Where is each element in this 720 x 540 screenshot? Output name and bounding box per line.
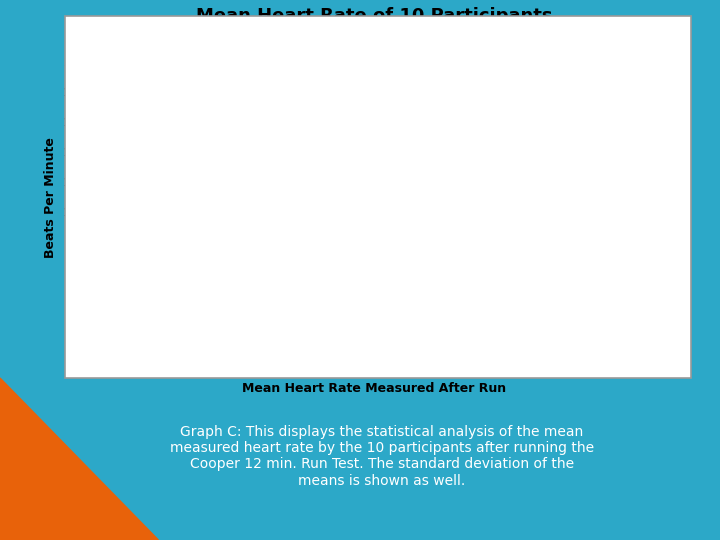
Text: Graph C: This displays the statistical analysis of the mean
measured heart rate : Graph C: This displays the statistical a… <box>169 425 594 488</box>
Text: 26.1449: 26.1449 <box>449 311 495 321</box>
Legend: Pair 3 HR, Pair 3 HR2: Pair 3 HR, Pair 3 HR2 <box>552 177 649 218</box>
Bar <box>420 323 525 362</box>
Text: 14.16765: 14.16765 <box>551 329 603 339</box>
Bar <box>525 341 630 362</box>
Text: 168.5: 168.5 <box>261 97 292 106</box>
Bar <box>224 110 329 362</box>
Y-axis label: Beats Per Minute: Beats Per Minute <box>44 137 57 258</box>
Title: Mean Heart Rate of 10 Participants: Mean Heart Rate of 10 Participants <box>196 7 553 25</box>
Text: 158: 158 <box>161 112 182 122</box>
Bar <box>119 125 224 362</box>
X-axis label: Mean Heart Rate Measured After Run: Mean Heart Rate Measured After Run <box>243 382 506 395</box>
